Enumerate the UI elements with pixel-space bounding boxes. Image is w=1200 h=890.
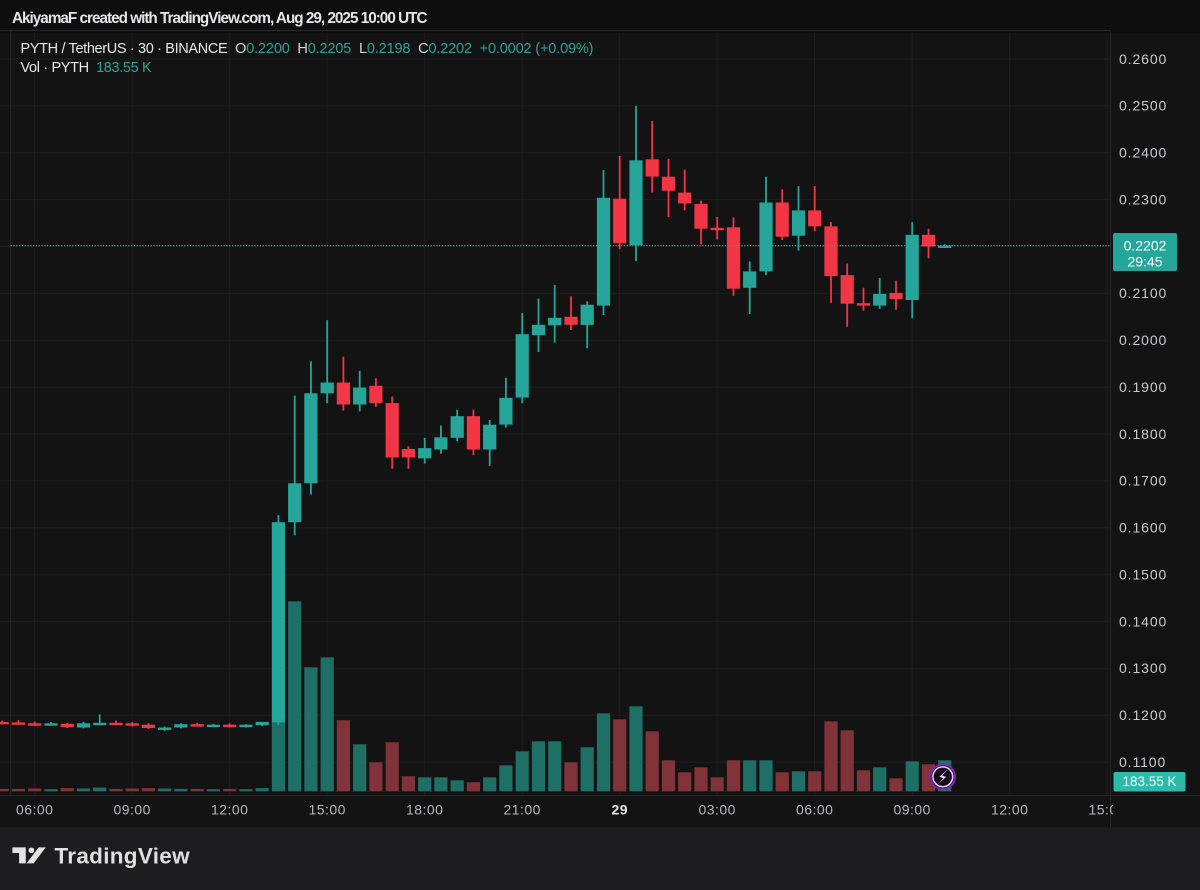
svg-text:0.1600: 0.1600 xyxy=(1119,520,1167,536)
svg-text:0.1900: 0.1900 xyxy=(1119,379,1167,395)
svg-text:PYTH / TetherUS · 30 · BINANCE: PYTH / TetherUS · 30 · BINANCE O0.2200 H… xyxy=(21,41,594,57)
svg-text:AkiyamaF created with TradingV: AkiyamaF created with TradingView.com, A… xyxy=(12,10,427,27)
svg-text:0.1500: 0.1500 xyxy=(1119,567,1167,583)
svg-text:0.1700: 0.1700 xyxy=(1119,473,1167,489)
svg-text:0.2400: 0.2400 xyxy=(1119,145,1167,161)
svg-text:0.2202: 0.2202 xyxy=(1124,238,1167,254)
svg-text:0.2500: 0.2500 xyxy=(1119,98,1167,114)
svg-text:0.1100: 0.1100 xyxy=(1119,754,1166,770)
svg-text:18:00: 18:00 xyxy=(406,802,443,818)
svg-text:03:00: 03:00 xyxy=(699,802,736,818)
svg-text:TradingView: TradingView xyxy=(55,844,191,869)
svg-text:15:00: 15:00 xyxy=(1089,802,1126,818)
svg-text:0.2000: 0.2000 xyxy=(1119,332,1167,348)
svg-text:0.2100: 0.2100 xyxy=(1119,285,1167,301)
svg-text:0.2600: 0.2600 xyxy=(1119,51,1167,67)
svg-text:06:00: 06:00 xyxy=(796,802,833,818)
svg-text:12:00: 12:00 xyxy=(211,802,248,818)
svg-text:Vol · PYTH 183.55 K: Vol · PYTH 183.55 K xyxy=(21,60,153,76)
svg-text:06:00: 06:00 xyxy=(16,802,53,818)
svg-text:21:00: 21:00 xyxy=(504,802,541,818)
svg-text:0.1300: 0.1300 xyxy=(1119,660,1167,676)
svg-text:12:00: 12:00 xyxy=(991,802,1028,818)
svg-text:0.1800: 0.1800 xyxy=(1119,426,1167,442)
svg-text:09:00: 09:00 xyxy=(114,802,151,818)
svg-text:29:45: 29:45 xyxy=(1127,254,1162,270)
svg-text:15:00: 15:00 xyxy=(309,802,346,818)
svg-text:09:00: 09:00 xyxy=(894,802,931,818)
svg-text:0.2300: 0.2300 xyxy=(1119,191,1167,207)
svg-text:0.1200: 0.1200 xyxy=(1119,707,1167,723)
svg-text:0.1400: 0.1400 xyxy=(1119,613,1167,629)
svg-text:29: 29 xyxy=(611,802,627,818)
svg-text:183.55 K: 183.55 K xyxy=(1122,774,1176,789)
